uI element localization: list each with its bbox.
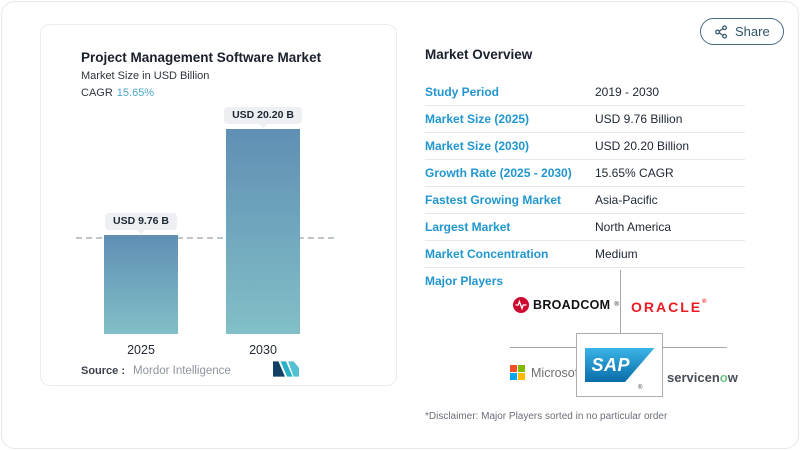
chart-cagr: CAGR 15.65% — [81, 87, 154, 99]
servicenow-wordmark-part1: servicen — [667, 370, 720, 385]
servicenow-wordmark-green-o: o — [719, 370, 728, 385]
cagr-label: CAGR — [81, 87, 113, 99]
x-axis-label-2025: 2025 — [127, 343, 155, 357]
microsoft-logo: Microsoft — [510, 365, 582, 380]
broadcom-registered-mark: ® — [614, 302, 619, 308]
x-axis-label-2030: 2030 — [249, 343, 277, 357]
row-label: Market Concentration — [425, 247, 549, 261]
source-value: Mordor Intelligence — [133, 365, 231, 377]
broadcom-pulse-icon — [513, 297, 529, 313]
source-row: Source : Mordor Intelligence — [81, 365, 231, 377]
row-value: USD 9.76 Billion — [595, 112, 683, 126]
servicenow-wordmark-part2: w — [727, 370, 738, 385]
row-label: Fastest Growing Market — [425, 193, 562, 207]
table-row: Study Period 2019 - 2030 — [425, 79, 745, 106]
cagr-value: 15.65% — [116, 87, 155, 99]
overview-table: Study Period 2019 - 2030 Market Size (20… — [425, 79, 745, 268]
broadcom-logo: BROADCOM ® — [513, 297, 619, 313]
share-icon — [715, 24, 727, 39]
chart-card: Project Management Software Market Marke… — [40, 24, 397, 386]
oracle-logo: ORACLE® — [631, 299, 709, 315]
market-overview-panel: Market Overview Study Period 2019 - 2030… — [425, 0, 747, 450]
table-row: Largest Market North America — [425, 214, 745, 241]
bar-value-badge-2030: USD 20.20 B — [224, 107, 302, 124]
players-vertical-divider — [620, 270, 621, 333]
row-label: Study Period — [425, 85, 500, 99]
bar-value-badge-2025: USD 9.76 B — [104, 213, 178, 230]
row-label: Market Size (2030) — [425, 139, 530, 153]
oracle-registered-mark: ® — [702, 299, 709, 305]
sap-registered-mark: ® — [638, 385, 643, 391]
row-value: North America — [595, 220, 672, 234]
row-value: Asia-Pacific — [595, 193, 658, 207]
bar-2025 — [104, 235, 178, 334]
microsoft-squares-icon — [510, 365, 525, 380]
sap-logo: SAP — [584, 348, 655, 382]
row-value: 15.65% CAGR — [595, 166, 674, 180]
table-row: Market Size (2025) USD 9.76 Billion — [425, 106, 745, 133]
row-value: 2019 - 2030 — [595, 85, 660, 99]
bar-2030 — [226, 129, 300, 334]
reference-line — [76, 237, 334, 239]
share-button[interactable]: Share — [700, 18, 784, 45]
oracle-wordmark: ORACLE — [631, 299, 703, 315]
table-row: Market Concentration Medium — [425, 241, 745, 268]
players-horizontal-divider-left — [510, 347, 576, 348]
table-row: Growth Rate (2025 - 2030) 15.65% CAGR — [425, 160, 745, 187]
source-label: Source : — [81, 365, 126, 377]
sap-logo-box: SAP — [576, 333, 663, 397]
chart-title: Project Management Software Market — [81, 50, 322, 65]
share-button-label: Share — [735, 24, 770, 39]
table-row: Fastest Growing Market Asia-Pacific — [425, 187, 745, 214]
major-players-label: Major Players — [425, 274, 504, 288]
row-label: Growth Rate (2025 - 2030) — [425, 166, 572, 180]
table-row: Market Size (2030) USD 20.20 Billion — [425, 133, 745, 160]
disclaimer-text: *Disclaimer: Major Players sorted in no … — [425, 411, 668, 422]
servicenow-logo: servicenow — [667, 370, 738, 385]
players-horizontal-divider-right — [663, 347, 727, 348]
row-value: USD 20.20 Billion — [595, 139, 690, 153]
microsoft-wordmark: Microsoft — [531, 365, 582, 380]
bar-group-2025: USD 9.76 B — [104, 213, 178, 334]
mordor-intelligence-logo — [273, 361, 299, 377]
row-label: Largest Market — [425, 220, 511, 234]
sap-wordmark: SAP — [591, 354, 631, 375]
row-value: Medium — [595, 247, 638, 261]
broadcom-wordmark: BROADCOM — [533, 298, 611, 312]
chart-subtitle: Market Size in USD Billion — [81, 70, 210, 82]
overview-title: Market Overview — [425, 47, 533, 62]
row-label: Market Size (2025) — [425, 112, 530, 126]
bar-group-2030: USD 20.20 B — [224, 107, 302, 334]
